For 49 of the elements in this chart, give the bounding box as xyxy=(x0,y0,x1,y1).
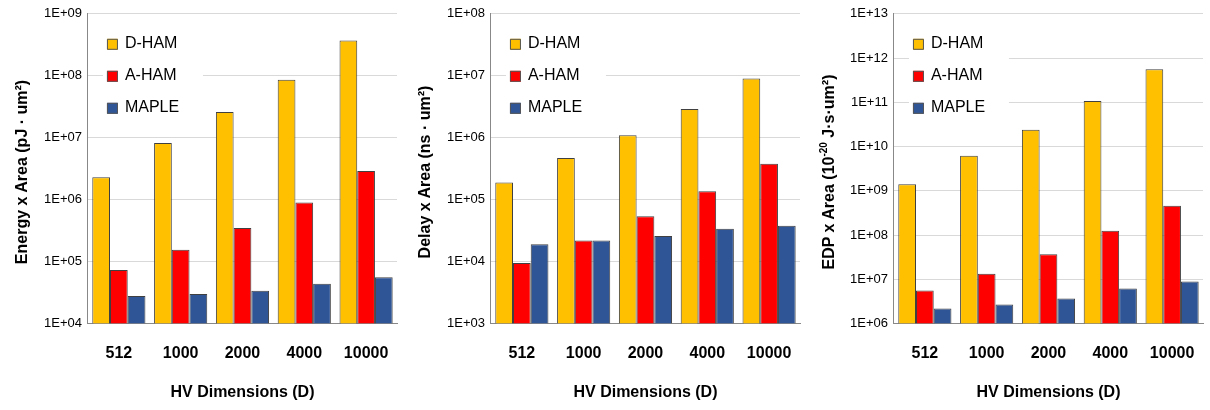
x-tick-label: 2000 xyxy=(224,343,261,361)
y-tick-label: 1E+12 xyxy=(850,49,888,65)
y-tick-label: 1E+11 xyxy=(850,93,888,109)
y-tick-label: 1E+05 xyxy=(44,253,82,269)
y-tick-label: 1E+06 xyxy=(44,191,82,207)
legend-label: MAPLE xyxy=(124,98,180,116)
y-tick-label: 1E+07 xyxy=(850,270,888,286)
y-tick-label: 1E+06 xyxy=(447,129,485,145)
legend-label: MAPLE xyxy=(930,98,986,116)
x-tick-label: 10000 xyxy=(746,343,792,361)
x-tick-label: 512 xyxy=(911,343,939,361)
y-tick-label: 1E+07 xyxy=(44,129,82,145)
y-tick-label: 1E+07 xyxy=(447,67,485,83)
legend-label: D-HAM xyxy=(527,34,581,52)
x-tick-label: 2000 xyxy=(627,343,664,361)
x-tick-label: 512 xyxy=(508,343,536,361)
legend-label: A-HAM xyxy=(930,66,983,84)
y-tick-label: 1E+13 xyxy=(850,5,888,21)
y-axis-title: Delay x Area (ns · um²) xyxy=(416,85,434,259)
y-tick-label: 1E+04 xyxy=(447,253,485,269)
x-axis-title: HV Dimensions (D) xyxy=(170,382,315,400)
y-tick-label: 1E+04 xyxy=(44,315,82,331)
y-tick-label: 1E+03 xyxy=(447,315,485,331)
y-axis-title: Energy x Area (pJ · um²) xyxy=(13,79,31,265)
x-tick-label: 4000 xyxy=(286,343,323,361)
y-tick-label: 1E+08 xyxy=(44,67,82,83)
legend-label: D-HAM xyxy=(124,34,178,52)
x-tick-label: 1000 xyxy=(565,343,602,361)
x-axis-title: HV Dimensions (D) xyxy=(573,382,718,400)
y-tick-label: 1E+05 xyxy=(447,191,485,207)
x-axis-title: HV Dimensions (D) xyxy=(976,382,1121,400)
legend-label: A-HAM xyxy=(527,66,580,84)
x-tick-label: 1000 xyxy=(162,343,199,361)
y-tick-label: 1E+08 xyxy=(447,5,485,21)
x-tick-label: 512 xyxy=(105,343,133,361)
legend-label: MAPLE xyxy=(527,98,583,116)
y-tick-label: 1E+08 xyxy=(850,226,888,242)
x-tick-label: 4000 xyxy=(689,343,726,361)
x-tick-label: 10000 xyxy=(1149,343,1195,361)
x-tick-label: 1000 xyxy=(968,343,1005,361)
y-tick-label: 1E+09 xyxy=(850,182,888,198)
y-tick-label: 1E+09 xyxy=(44,5,82,21)
x-tick-label: 4000 xyxy=(1092,343,1129,361)
x-tick-label: 2000 xyxy=(1030,343,1067,361)
legend-label: D-HAM xyxy=(930,34,984,52)
y-tick-label: 1E+10 xyxy=(850,138,888,154)
x-tick-label: 10000 xyxy=(343,343,389,361)
legend-label: A-HAM xyxy=(124,66,177,84)
y-tick-label: 1E+06 xyxy=(850,315,888,331)
